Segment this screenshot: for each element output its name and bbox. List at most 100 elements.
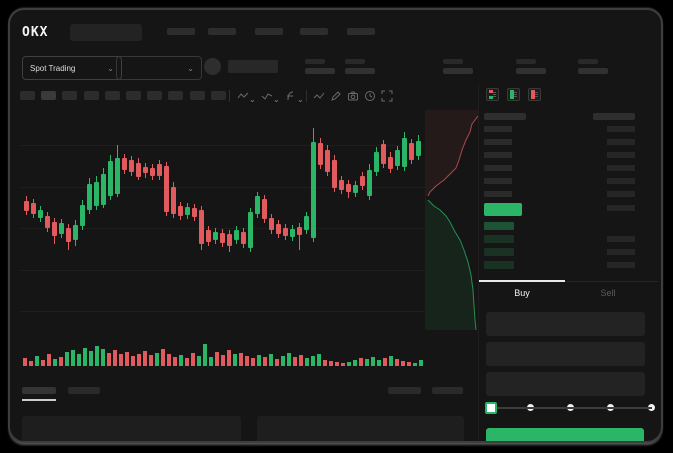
active-tab-indicator — [479, 280, 565, 282]
volume-bar — [293, 357, 297, 366]
candle-body — [353, 185, 358, 193]
candle-body — [255, 196, 260, 214]
total-field[interactable] — [486, 372, 645, 396]
nav-item-placeholder[interactable] — [167, 28, 195, 35]
volume-bar — [311, 356, 315, 366]
volume-bar — [263, 357, 267, 366]
ask-size-placeholder — [607, 152, 635, 158]
volume-bar — [41, 360, 45, 366]
okx-logo[interactable]: OKX — [22, 25, 49, 40]
candle-body — [304, 216, 309, 230]
candle-body — [227, 234, 232, 246]
candle-body — [157, 164, 162, 176]
nav-item-placeholder[interactable] — [208, 28, 236, 35]
line-tool-icon[interactable] — [313, 90, 325, 105]
volume-bar — [155, 353, 159, 366]
timeframe-button-placeholder[interactable] — [62, 91, 77, 100]
bid-price-bar — [484, 261, 514, 269]
volume-bar — [209, 357, 213, 366]
pair-dropdown[interactable]: ⌄ — [116, 56, 202, 80]
candle-body — [206, 230, 211, 242]
timeframe-button-placeholder[interactable] — [126, 91, 141, 100]
volume-bar — [383, 358, 387, 366]
candle-body — [45, 216, 50, 228]
tab-buy[interactable]: Buy — [514, 288, 530, 298]
depth-bid-line — [427, 199, 477, 331]
last-price-badge[interactable] — [484, 203, 522, 216]
camera-snapshot-icon[interactable] — [347, 90, 359, 105]
bottom-action-placeholder[interactable] — [432, 387, 463, 394]
candle-body — [66, 228, 71, 242]
nav-item-placeholder[interactable] — [347, 28, 375, 35]
bottom-action-placeholder[interactable] — [388, 387, 421, 394]
orderbook-amount-header-placeholder — [593, 113, 635, 120]
toolbar-divider — [229, 90, 230, 102]
amount-field[interactable] — [486, 342, 645, 366]
market-type-dropdown[interactable]: Spot Trading ⌄ — [22, 56, 122, 80]
draw-pencil-icon[interactable] — [330, 90, 342, 105]
tab-sell[interactable]: Sell — [600, 288, 616, 298]
volume-bar — [419, 360, 423, 366]
timeframe-button-placeholder[interactable] — [41, 91, 56, 100]
volume-bar — [23, 358, 27, 366]
volume-bar — [389, 356, 393, 366]
volume-bar — [149, 355, 153, 366]
history-clock-icon[interactable] — [364, 90, 376, 105]
amount-slider-track[interactable] — [490, 407, 652, 409]
combined-dashes — [489, 90, 493, 99]
volume-bar — [215, 352, 219, 366]
candle-body — [73, 225, 78, 240]
compare-icon[interactable]: ⌄ — [261, 90, 280, 106]
timeframe-button-placeholder[interactable] — [147, 91, 162, 100]
slider-handle[interactable] — [485, 402, 497, 414]
candle-body — [416, 141, 421, 156]
orderbook-combined-view-icon[interactable] — [486, 88, 499, 101]
depth-chart[interactable] — [425, 110, 479, 331]
candlestick-chart[interactable] — [10, 10, 661, 441]
timeframe-button-placeholder[interactable] — [84, 91, 99, 100]
volume-bar — [185, 358, 189, 366]
timeframe-button-placeholder[interactable] — [211, 91, 226, 100]
volume-bar — [299, 355, 303, 366]
candle-body — [122, 158, 127, 170]
chevron-down-icon: ⌄ — [107, 63, 114, 73]
bottom-tab-active-placeholder[interactable] — [22, 387, 56, 394]
depth-ask-area — [426, 110, 478, 196]
volume-bar — [251, 358, 255, 366]
timeframe-button-placeholder[interactable] — [20, 91, 35, 100]
timeframe-button-placeholder[interactable] — [190, 91, 205, 100]
volume-bar — [407, 362, 411, 366]
ask-price-placeholder — [484, 152, 512, 158]
stat-label-placeholder — [443, 59, 463, 64]
volume-bar — [113, 350, 117, 366]
timeframe-button-placeholder[interactable] — [105, 91, 120, 100]
volume-bar — [257, 355, 261, 366]
candle-body — [360, 176, 365, 186]
indicators-fx-icon[interactable]: ⌄ — [285, 90, 304, 106]
nav-item-placeholder[interactable] — [255, 28, 283, 35]
candle-body — [276, 224, 281, 234]
volume-bar — [377, 360, 381, 366]
search-input[interactable] — [70, 24, 142, 41]
volume-bar — [29, 361, 33, 366]
candle-style-icon[interactable]: ⌄ — [237, 90, 256, 106]
candle-body — [332, 160, 337, 188]
ask-size-placeholder — [607, 178, 635, 184]
candle-body — [339, 180, 344, 190]
candle-body — [171, 187, 176, 214]
timeframe-button-placeholder[interactable] — [168, 91, 183, 100]
fullscreen-icon[interactable] — [381, 90, 393, 105]
nav-item-placeholder[interactable] — [300, 28, 328, 35]
volume-bar — [227, 350, 231, 366]
volume-bar — [365, 359, 369, 366]
stat-label-placeholder — [345, 59, 365, 64]
buy-submit-button[interactable] — [486, 428, 644, 441]
bottom-tab-placeholder[interactable] — [68, 387, 100, 394]
orderbook-bids-view-icon[interactable] — [507, 88, 520, 101]
volume-bar — [143, 351, 147, 366]
ask-size-placeholder — [607, 139, 635, 145]
candle-body — [409, 143, 414, 160]
orderbook-asks-view-icon[interactable] — [528, 88, 541, 101]
price-field[interactable] — [486, 312, 645, 336]
candle-body — [346, 184, 351, 192]
